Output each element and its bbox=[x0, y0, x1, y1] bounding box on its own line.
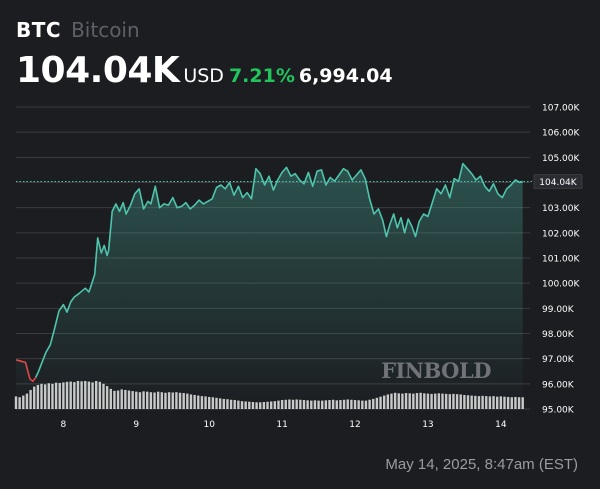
y-tick-label: 95.00K bbox=[542, 406, 575, 416]
y-tick-label: 102.00K bbox=[542, 229, 580, 239]
volume-bar bbox=[521, 397, 524, 409]
y-tick-label: 97.00K bbox=[542, 355, 575, 365]
x-tick-label: 14 bbox=[495, 420, 507, 430]
currency-label: USD bbox=[183, 65, 224, 87]
x-tick-label: 9 bbox=[133, 420, 139, 430]
current-price-tag bbox=[533, 174, 583, 189]
change-absolute: 6,994.04 bbox=[298, 65, 393, 87]
x-tick-label: 12 bbox=[349, 420, 360, 430]
y-tick-label: 107.00K bbox=[542, 104, 580, 114]
current-price-label: 104.04K bbox=[539, 178, 577, 188]
x-tick-label: 13 bbox=[422, 420, 433, 430]
price-line-down bbox=[15, 359, 37, 383]
asset-name: Bitcoin bbox=[71, 18, 140, 42]
y-tick-label: 100.00K bbox=[542, 280, 580, 290]
finbold-watermark: FINBOLD bbox=[381, 358, 491, 383]
ticker-symbol: BTC bbox=[16, 18, 62, 42]
price-line bbox=[34, 162, 523, 378]
x-tick-label: 11 bbox=[276, 420, 287, 430]
timestamp: May 14, 2025, 8:47am (EST) bbox=[385, 456, 578, 473]
y-tick-label: 98.00K bbox=[542, 330, 575, 340]
y-tick-label: 106.00K bbox=[542, 129, 580, 139]
y-tick-label: 105.00K bbox=[542, 154, 580, 164]
y-tick-label: 99.00K bbox=[542, 305, 575, 315]
current-price: 104.04K bbox=[16, 50, 180, 91]
y-tick-label: 96.00K bbox=[542, 380, 575, 390]
y-tick-label: 103.00K bbox=[542, 204, 580, 214]
price-header: BTC Bitcoin 104.04K USD 7.21% 6,994.04 bbox=[16, 18, 590, 91]
x-tick-label: 8 bbox=[61, 420, 67, 430]
change-percent: 7.21% bbox=[228, 65, 295, 87]
x-tick-label: 10 bbox=[203, 420, 215, 430]
y-tick-label: 101.00K bbox=[542, 255, 580, 265]
